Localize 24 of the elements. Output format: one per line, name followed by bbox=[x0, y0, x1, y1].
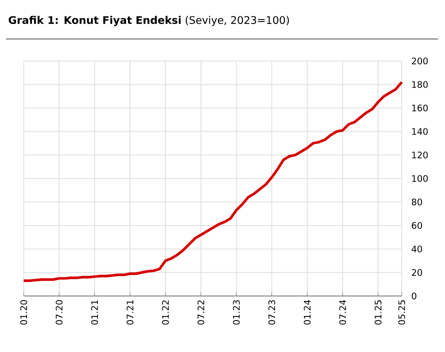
x-tick-label: 07.21 bbox=[126, 300, 134, 325]
y-tick-label: 60 bbox=[412, 222, 422, 229]
y-tick-label: 20 bbox=[412, 269, 422, 276]
x-tick-label: 01.23 bbox=[232, 300, 240, 325]
x-tick-label: 05.25 bbox=[398, 300, 406, 325]
y-tick-label: 200 bbox=[412, 58, 428, 64]
y-tick-label: 180 bbox=[412, 81, 428, 88]
y-tick-label: 100 bbox=[412, 175, 428, 182]
y-tick-label: 140 bbox=[412, 128, 428, 135]
y-tick-label: 80 bbox=[412, 198, 422, 206]
x-tick-label: 01.21 bbox=[91, 300, 98, 325]
y-tick-label: 40 bbox=[412, 246, 422, 252]
y-tick-label: 0 bbox=[412, 292, 416, 300]
y-tick-label: 160 bbox=[412, 104, 428, 112]
x-tick-label: 07.24 bbox=[339, 300, 346, 325]
x-tick-label: 01.20 bbox=[20, 300, 28, 325]
x-tick-label: 01.24 bbox=[304, 300, 311, 325]
x-tick-label: 07.23 bbox=[268, 300, 276, 325]
x-tick-label: 07.22 bbox=[198, 300, 204, 325]
y-tick-label: 120 bbox=[412, 152, 428, 158]
x-tick-label: 01.25 bbox=[374, 300, 382, 325]
x-tick-label: 01.22 bbox=[162, 300, 169, 325]
chart-title: Grafik 1: Konut Fiyat Endeksi (Seviye, 2023=100) bbox=[8, 16, 289, 26]
x-tick-label: 07.20 bbox=[56, 300, 63, 325]
